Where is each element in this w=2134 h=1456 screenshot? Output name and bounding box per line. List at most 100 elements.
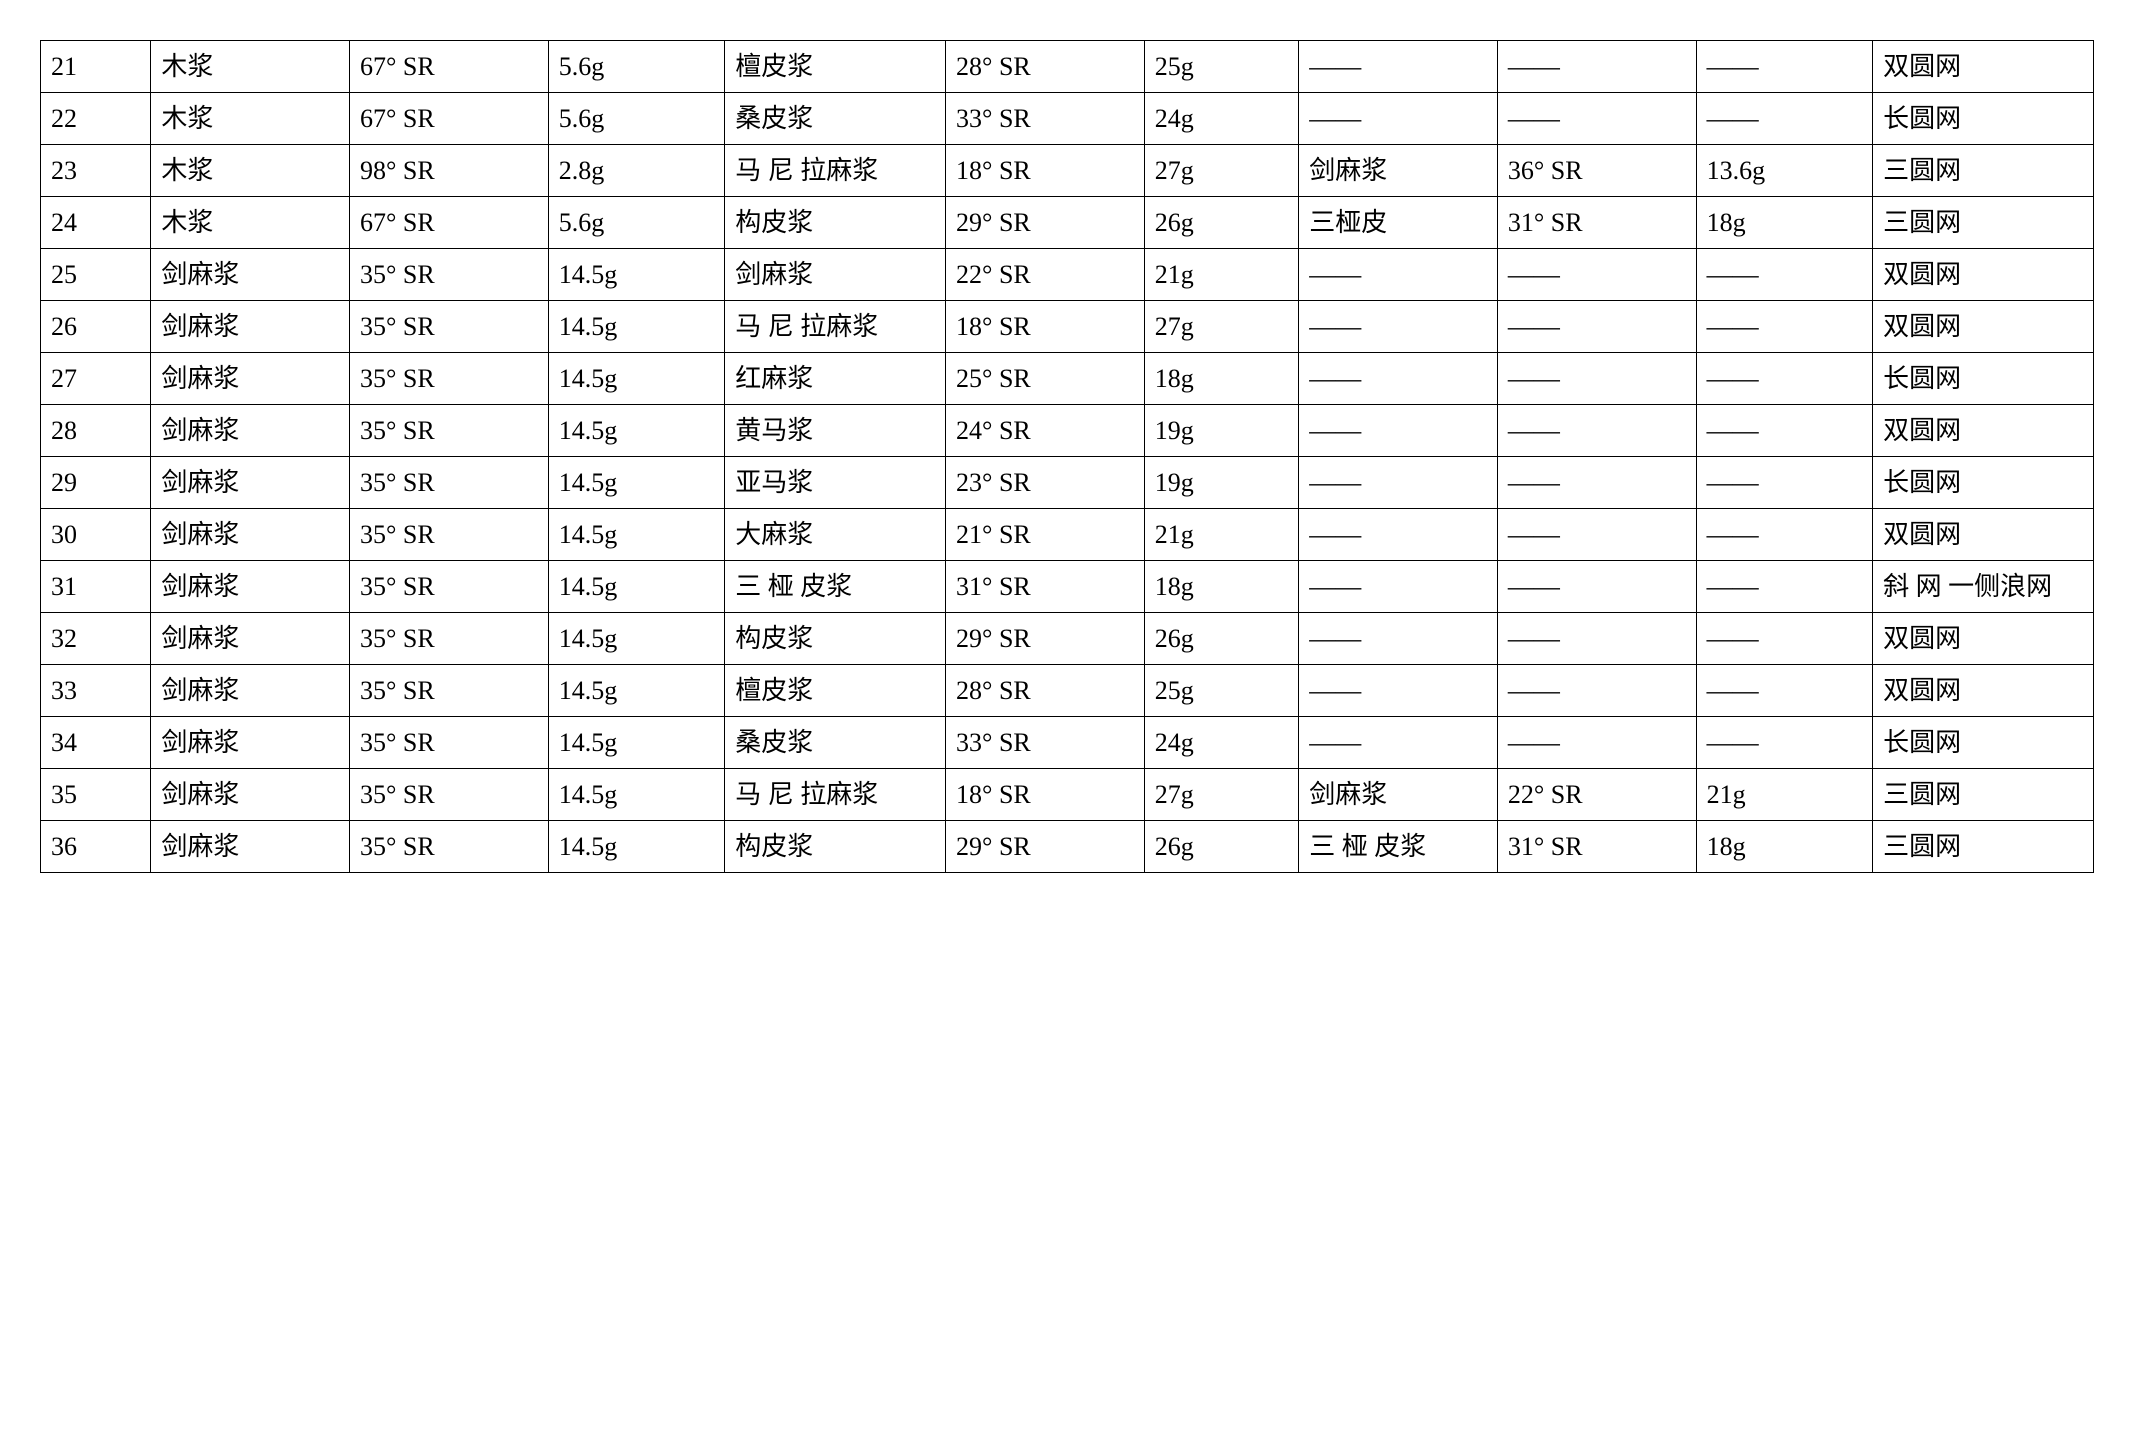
table-row: 26剑麻浆35° SR14.5g马 尼 拉麻浆18° SR27g——————双圆… — [41, 301, 2094, 353]
table-cell: —— — [1299, 457, 1498, 509]
table-cell: 三圆网 — [1873, 197, 2094, 249]
table-cell: 14.5g — [548, 301, 725, 353]
table-cell: —— — [1497, 405, 1696, 457]
table-cell: 三圆网 — [1873, 769, 2094, 821]
table-cell: 24° SR — [946, 405, 1145, 457]
table-cell: —— — [1497, 41, 1696, 93]
table-cell: —— — [1299, 613, 1498, 665]
table-cell: 14.5g — [548, 509, 725, 561]
table-cell: 三 桠 皮浆 — [725, 561, 946, 613]
table-cell: 67° SR — [350, 41, 549, 93]
table-cell: 35° SR — [350, 769, 549, 821]
data-table: 21木浆67° SR5.6g檀皮浆28° SR25g——————双圆网22木浆6… — [40, 40, 2094, 873]
table-row: 30剑麻浆35° SR14.5g大麻浆21° SR21g——————双圆网 — [41, 509, 2094, 561]
table-cell: 桑皮浆 — [725, 717, 946, 769]
table-cell: 14.5g — [548, 821, 725, 873]
table-cell: 67° SR — [350, 93, 549, 145]
table-cell: 三圆网 — [1873, 821, 2094, 873]
table-cell: —— — [1497, 509, 1696, 561]
table-cell: 35° SR — [350, 561, 549, 613]
table-cell: 18g — [1144, 353, 1299, 405]
table-cell: 26 — [41, 301, 151, 353]
table-cell: 33 — [41, 665, 151, 717]
table-cell: 三 桠 皮浆 — [1299, 821, 1498, 873]
table-cell: 35° SR — [350, 353, 549, 405]
table-cell: 21° SR — [946, 509, 1145, 561]
table-row: 27剑麻浆35° SR14.5g红麻浆25° SR18g——————长圆网 — [41, 353, 2094, 405]
table-cell: 35° SR — [350, 821, 549, 873]
table-cell: 27g — [1144, 145, 1299, 197]
table-cell: 28 — [41, 405, 151, 457]
table-cell: —— — [1497, 561, 1696, 613]
table-row: 33剑麻浆35° SR14.5g檀皮浆28° SR25g——————双圆网 — [41, 665, 2094, 717]
table-cell: 29° SR — [946, 821, 1145, 873]
table-cell: —— — [1497, 93, 1696, 145]
table-cell: 双圆网 — [1873, 405, 2094, 457]
table-row: 31剑麻浆35° SR14.5g三 桠 皮浆31° SR18g——————斜 网… — [41, 561, 2094, 613]
table-cell: 33° SR — [946, 93, 1145, 145]
table-cell: 31° SR — [1497, 821, 1696, 873]
table-cell: 31° SR — [946, 561, 1145, 613]
table-cell: 14.5g — [548, 353, 725, 405]
table-cell: 长圆网 — [1873, 717, 2094, 769]
table-cell: 19g — [1144, 405, 1299, 457]
table-cell: 14.5g — [548, 717, 725, 769]
table-cell: 36 — [41, 821, 151, 873]
table-cell: 24g — [1144, 717, 1299, 769]
table-row: 22木浆67° SR5.6g桑皮浆33° SR24g——————长圆网 — [41, 93, 2094, 145]
table-cell: 剑麻浆 — [151, 717, 350, 769]
table-cell: —— — [1696, 41, 1873, 93]
table-cell: 剑麻浆 — [151, 665, 350, 717]
table-cell: 13.6g — [1696, 145, 1873, 197]
table-cell: —— — [1696, 613, 1873, 665]
table-cell: 剑麻浆 — [151, 353, 350, 405]
table-cell: 剑麻浆 — [151, 457, 350, 509]
table-cell: 长圆网 — [1873, 93, 2094, 145]
table-cell: 26g — [1144, 613, 1299, 665]
table-cell: 14.5g — [548, 613, 725, 665]
table-cell: 构皮浆 — [725, 613, 946, 665]
table-cell: 31 — [41, 561, 151, 613]
table-cell: 35° SR — [350, 717, 549, 769]
table-row: 24木浆67° SR5.6g构皮浆29° SR26g三桠皮31° SR18g三圆… — [41, 197, 2094, 249]
table-cell: 67° SR — [350, 197, 549, 249]
table-cell: 35° SR — [350, 301, 549, 353]
table-cell: —— — [1497, 249, 1696, 301]
table-cell: 35° SR — [350, 613, 549, 665]
table-cell: —— — [1696, 717, 1873, 769]
table-cell: —— — [1497, 301, 1696, 353]
table-cell: 35° SR — [350, 249, 549, 301]
table-cell: 亚马浆 — [725, 457, 946, 509]
table-cell: 22 — [41, 93, 151, 145]
table-cell: —— — [1299, 561, 1498, 613]
table-cell: 28° SR — [946, 665, 1145, 717]
table-cell: 马 尼 拉麻浆 — [725, 769, 946, 821]
table-row: 32剑麻浆35° SR14.5g构皮浆29° SR26g——————双圆网 — [41, 613, 2094, 665]
table-cell: 双圆网 — [1873, 301, 2094, 353]
table-cell: —— — [1696, 405, 1873, 457]
table-cell: 35° SR — [350, 457, 549, 509]
table-cell: 大麻浆 — [725, 509, 946, 561]
table-cell: 构皮浆 — [725, 821, 946, 873]
table-cell: —— — [1299, 93, 1498, 145]
table-cell: 18° SR — [946, 301, 1145, 353]
table-cell: 24 — [41, 197, 151, 249]
table-cell: 34 — [41, 717, 151, 769]
table-cell: —— — [1497, 717, 1696, 769]
table-cell: 14.5g — [548, 457, 725, 509]
table-cell: 剑麻浆 — [151, 509, 350, 561]
table-cell: 36° SR — [1497, 145, 1696, 197]
table-cell: —— — [1696, 561, 1873, 613]
table-cell: 长圆网 — [1873, 457, 2094, 509]
table-cell: 双圆网 — [1873, 249, 2094, 301]
table-cell: 5.6g — [548, 93, 725, 145]
table-cell: 35° SR — [350, 405, 549, 457]
table-cell: —— — [1696, 353, 1873, 405]
table-cell: 长圆网 — [1873, 353, 2094, 405]
table-cell: 98° SR — [350, 145, 549, 197]
table-cell: 18g — [1144, 561, 1299, 613]
table-cell: 剑麻浆 — [1299, 769, 1498, 821]
table-cell: 29° SR — [946, 613, 1145, 665]
table-cell: 红麻浆 — [725, 353, 946, 405]
table-cell: 21g — [1144, 509, 1299, 561]
